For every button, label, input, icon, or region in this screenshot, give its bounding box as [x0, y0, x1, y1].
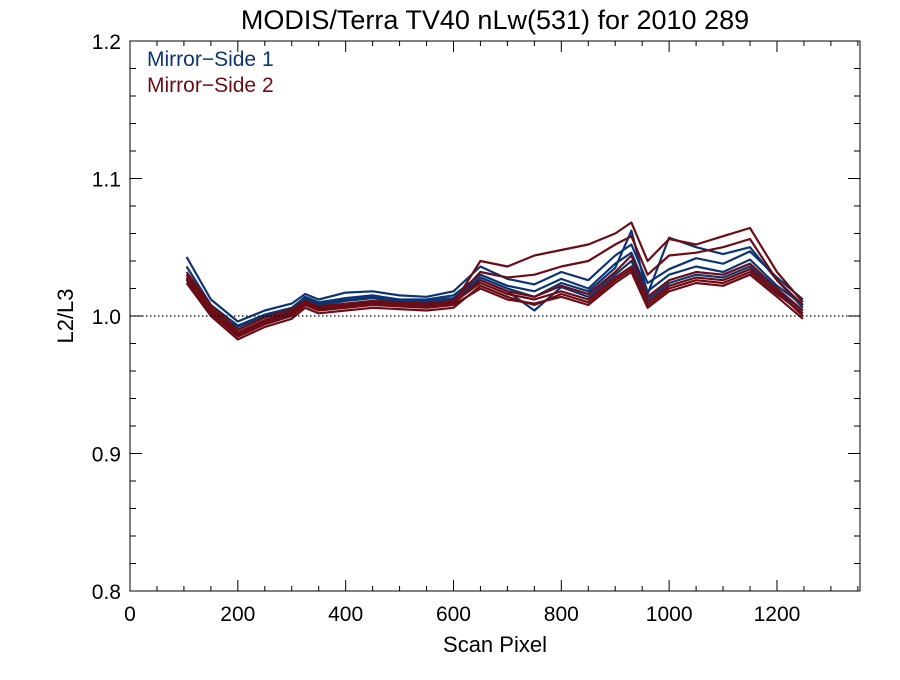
y-tick-label: 1.1: [92, 169, 121, 192]
series-line-5: [185, 265, 804, 334]
y-tick-label: 1.2: [92, 31, 121, 54]
x-tick-label: 800: [544, 603, 579, 626]
y-tick-label: 1.0: [92, 306, 121, 329]
y-tick-label: 0.9: [92, 444, 121, 467]
legend-entry: Mirror−Side 2: [147, 74, 274, 97]
x-tick-label: 200: [220, 603, 255, 626]
series-line-1: [185, 243, 804, 323]
x-tick-label: 0: [124, 603, 136, 626]
series-line-9: [185, 268, 804, 341]
legend-entry: Mirror−Side 1: [147, 48, 274, 71]
x-axis-label: Scan Pixel: [443, 632, 547, 657]
x-tick-label: 1200: [754, 603, 801, 626]
chart-title: MODIS/Terra TV40 nLw(531) for 2010 289: [241, 5, 749, 35]
series-line-8: [185, 235, 804, 331]
x-tick-label: 1000: [646, 603, 693, 626]
legend: Mirror−Side 1 Mirror−Side 2: [147, 48, 274, 97]
x-tick-label: 400: [328, 603, 363, 626]
y-axis-label: L2/L3: [53, 288, 78, 343]
y-tick-label: 0.8: [92, 581, 121, 604]
series-line-10: [185, 254, 804, 337]
x-tick-label: 600: [436, 603, 471, 626]
